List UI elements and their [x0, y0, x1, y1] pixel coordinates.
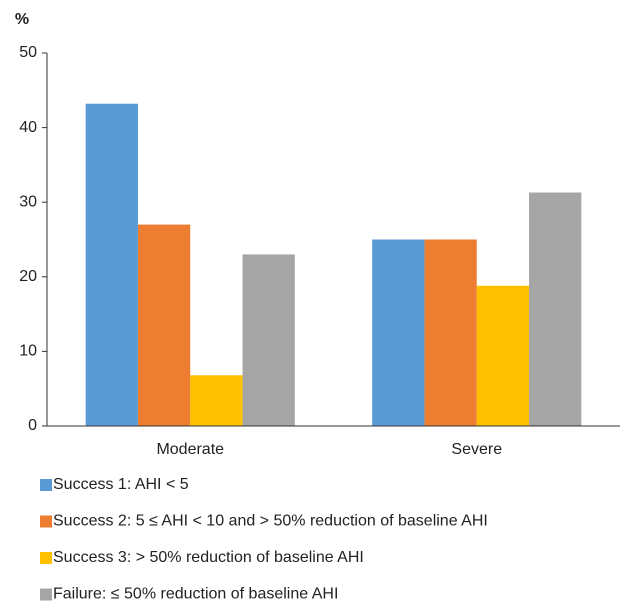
legend-swatch: [40, 588, 52, 601]
legend-label: Success 3: > 50% reduction of baseline A…: [53, 549, 364, 566]
legend-swatch: [40, 479, 52, 491]
bar: [85, 103, 138, 426]
x-tick-label: Severe: [451, 441, 502, 458]
y-tick-label: 10: [19, 343, 37, 360]
bar: [476, 285, 530, 426]
bar: [242, 254, 295, 426]
bar: [372, 239, 425, 426]
legend-swatch: [40, 552, 52, 564]
bar: [137, 224, 191, 426]
bar: [424, 239, 477, 426]
legend-label: Success 1: AHI < 5: [53, 476, 189, 493]
legend-label: Success 2: 5 ≤ AHI < 10 and > 50% reduct…: [53, 513, 488, 530]
bar: [190, 375, 243, 426]
y-axis-label: %: [15, 11, 29, 28]
legend-swatch: [40, 515, 52, 528]
legend-label: Failure: ≤ 50% reduction of baseline AHI: [53, 586, 338, 603]
x-tick-label: Moderate: [156, 441, 224, 458]
y-tick-label: 50: [19, 44, 37, 61]
y-tick-label: 0: [28, 417, 37, 434]
bar: [529, 192, 582, 426]
y-tick-label: 40: [19, 119, 37, 136]
y-tick-label: 30: [19, 193, 37, 210]
y-tick-label: 20: [19, 268, 37, 285]
